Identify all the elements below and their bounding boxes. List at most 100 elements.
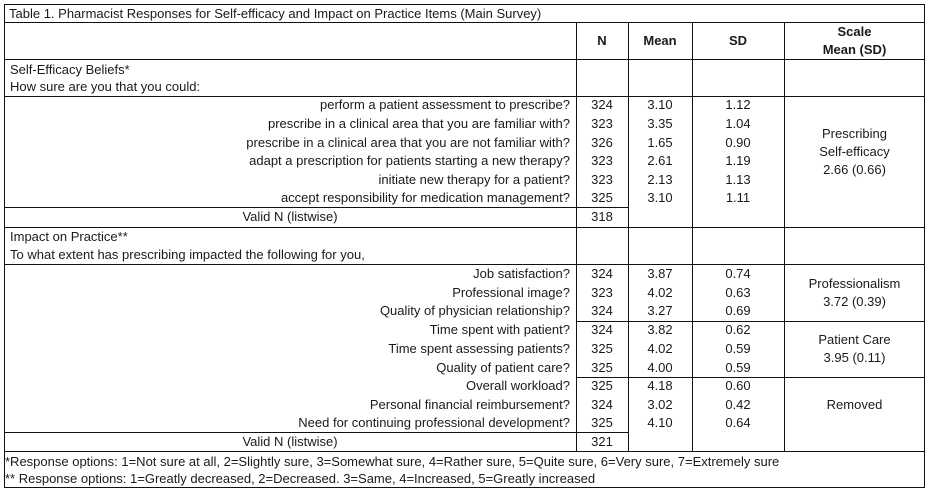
valid-n-value: 318 [591,209,613,224]
item-n: 323 [591,153,613,168]
border-line [4,264,925,265]
item-n: 325 [591,190,613,205]
border-line [4,4,5,488]
item-n: 323 [591,285,613,300]
item-mean: 4.02 [647,341,673,356]
scale-value: 3.95 (0.11) [823,350,886,365]
item-mean: 2.13 [647,172,673,187]
scale-name: Removed [826,397,883,412]
table-caption: Table 1. Pharmacist Responses for Self-e… [9,6,542,21]
item-mean: 3.10 [647,190,673,205]
item-mean: 3.02 [647,397,673,412]
item-mean: 4.02 [647,285,673,300]
item-label: Time spent with patient? [429,322,570,337]
item-label: Time spent assessing patients? [388,341,570,356]
item-mean: 3.82 [647,322,673,337]
border-line [4,207,628,208]
item-sd: 0.64 [725,415,751,430]
item-sd: 1.12 [725,97,751,112]
item-n: 325 [591,360,613,375]
border-line [692,22,693,451]
item-sd: 0.74 [725,266,751,281]
item-mean: 4.10 [647,415,673,430]
item-label: Quality of patient care? [436,360,570,375]
scale-name: Professionalism [808,276,901,291]
item-label: Job satisfaction? [473,266,570,281]
item-sd: 0.62 [725,322,751,337]
item-label: prescribe in a clinical area that you ar… [267,116,570,131]
item-sd: 0.59 [725,360,751,375]
item-mean: 3.35 [647,116,673,131]
scale-name: Prescribing [821,126,888,141]
header-sd: SD [728,33,748,48]
item-mean: 4.00 [647,360,673,375]
section-prompt: How sure are you that you could: [10,79,201,94]
border-line [784,22,785,451]
scale-value: 2.66 (0.66) [823,162,886,177]
border-line [576,377,925,378]
item-mean: 2.61 [647,153,673,168]
border-line [4,22,925,23]
item-label: perform a patient assessment to prescrib… [319,97,570,112]
valid-n-label: Valid N (listwise) [242,209,338,224]
item-n: 325 [591,415,613,430]
border-line [628,22,629,451]
item-label: Quality of physician relationship? [379,303,570,318]
border-line [4,227,925,228]
border-line [4,451,925,452]
footnote: ** Response options: 1=Greatly decreased… [5,471,596,486]
item-label: initiate new therapy for a patient? [378,172,570,187]
item-n: 325 [591,378,613,393]
header-n: N [597,33,607,48]
section-title: Self-Efficacy Beliefs* [10,62,130,77]
item-sd: 0.69 [725,303,751,318]
border-line [576,321,925,322]
footnote: *Response options: 1=Not sure at all, 2=… [5,454,780,469]
border-line [576,22,577,451]
item-n: 326 [591,135,613,150]
border-line [4,96,925,97]
item-sd: 0.59 [725,341,751,356]
item-sd: 1.11 [725,190,751,205]
header-scale-sub: Mean (SD) [822,42,887,57]
item-label: accept responsibility for medication man… [280,190,570,205]
item-n: 324 [591,97,613,112]
item-n: 324 [591,397,613,412]
item-mean: 3.10 [647,97,673,112]
item-mean: 3.87 [647,266,673,281]
item-sd: 0.90 [725,135,751,150]
item-n: 324 [591,303,613,318]
item-label: Personal financial reimbursement? [369,397,570,412]
scale-name: Patient Care [818,332,891,347]
item-n: 324 [591,322,613,337]
header-mean: Mean [643,33,677,48]
item-n: 324 [591,266,613,281]
border-line [4,59,925,60]
item-mean: 4.18 [647,378,673,393]
valid-n-label: Valid N (listwise) [242,434,338,449]
item-label: Professional image? [452,285,570,300]
item-n: 325 [591,341,613,356]
item-label: Overall workload? [465,378,570,393]
border-line [4,432,628,433]
item-sd: 0.63 [725,285,751,300]
item-sd: 1.04 [725,116,751,131]
valid-n-value: 321 [591,434,613,449]
item-n: 323 [591,116,613,131]
scale-name: Self-efficacy [819,144,890,159]
border-line [4,487,925,488]
section-title: Impact on Practice** [10,229,128,244]
item-n: 323 [591,172,613,187]
item-label: Need for continuing professional develop… [298,415,570,430]
header-scale: Scale [837,24,872,39]
item-mean: 1.65 [647,135,673,150]
item-sd: 0.42 [725,397,751,412]
item-label: prescribe in a clinical area that you ar… [246,135,570,150]
scale-value: 3.72 (0.39) [823,294,886,309]
item-sd: 1.13 [725,172,751,187]
item-mean: 3.27 [647,303,673,318]
item-sd: 1.19 [725,153,751,168]
item-label: adapt a prescription for patients starti… [249,153,570,168]
section-prompt: To what extent has prescribing impacted … [10,247,365,262]
border-line [924,4,925,488]
